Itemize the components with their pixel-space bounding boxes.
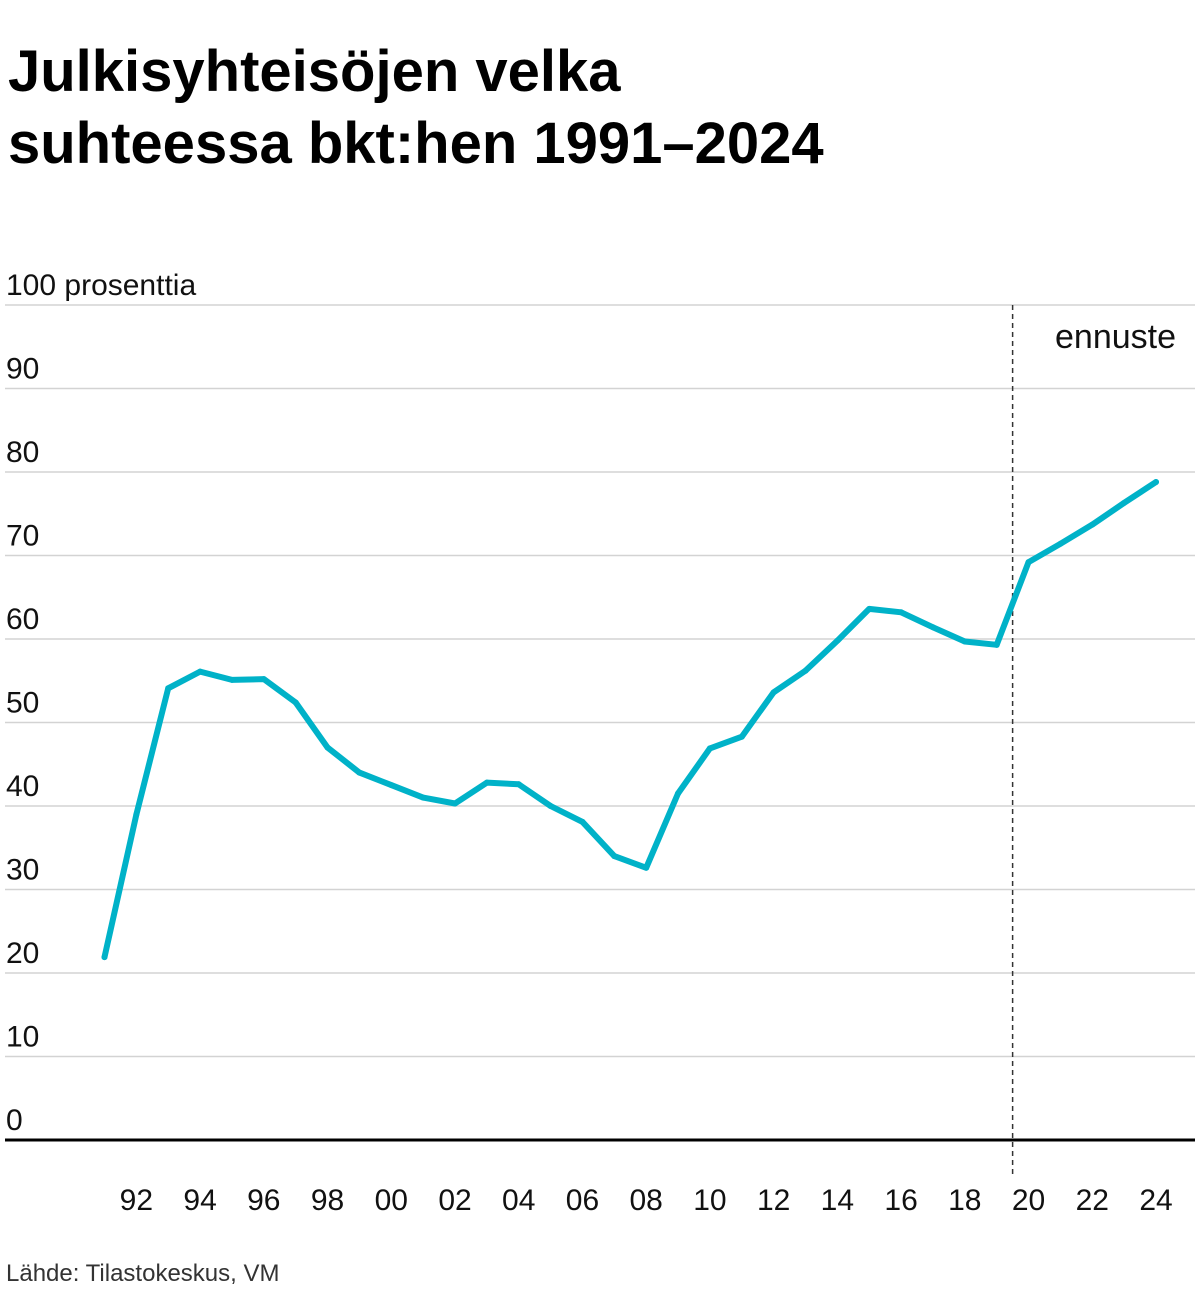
data-point-2009 — [675, 790, 682, 797]
data-point-2008 — [643, 864, 650, 871]
x-tick-label-98: 98 — [311, 1184, 344, 1217]
x-tick-label-10: 10 — [693, 1184, 726, 1217]
data-point-1995 — [228, 676, 235, 683]
data-point-2012 — [770, 689, 777, 696]
data-point-2013 — [802, 667, 809, 674]
data-point-2022 — [1089, 521, 1096, 528]
x-axis-tick-labels: 92 94 96 98 00 02 04 06 08 10 12 14 16 18 20 22 24 — [120, 1184, 1173, 1217]
x-tick-label-06: 06 — [566, 1184, 599, 1217]
data-point-2024 — [1153, 479, 1159, 486]
y-tick-label-90: 90 — [6, 353, 39, 386]
series-line-0 — [101, 479, 1159, 961]
data-point-1999 — [356, 769, 363, 776]
y-tick-label-10: 10 — [6, 1021, 39, 1054]
data-point-2015 — [866, 605, 873, 612]
x-tick-label-92: 92 — [120, 1184, 153, 1217]
data-point-1992 — [133, 811, 140, 818]
data-point-2003 — [483, 779, 490, 786]
forecast-divider: ennuste — [1011, 305, 1176, 1175]
data-point-1996 — [260, 676, 267, 683]
x-tick-label-04: 04 — [502, 1184, 535, 1217]
data-point-1993 — [165, 685, 172, 692]
data-point-2019 — [993, 641, 1000, 648]
x-tick-label-20: 20 — [1012, 1184, 1045, 1217]
data-point-2002 — [452, 800, 458, 807]
y-tick-label-70: 70 — [6, 520, 39, 553]
data-point-2020 — [1025, 559, 1032, 566]
x-tick-label-16: 16 — [884, 1184, 917, 1217]
x-tick-label-24: 24 — [1139, 1184, 1172, 1217]
source-note: Lähde: Tilastokeskus, VM — [6, 1260, 280, 1287]
data-point-2016 — [898, 609, 905, 616]
data-point-2018 — [961, 638, 968, 645]
data-point-2006 — [579, 818, 586, 825]
x-tick-label-08: 08 — [629, 1184, 662, 1217]
data-point-1991 — [101, 954, 108, 961]
data-point-2014 — [834, 637, 841, 644]
series-layer — [101, 479, 1159, 961]
data-point-2001 — [420, 794, 427, 801]
data-point-2010 — [706, 745, 713, 752]
data-point-2005 — [547, 803, 554, 809]
data-point-1998 — [324, 744, 331, 751]
x-tick-label-94: 94 — [183, 1184, 216, 1217]
data-point-2007 — [611, 853, 618, 860]
forecast-label: ennuste — [1055, 318, 1176, 356]
y-axis-tick-labels: 0 10 20 30 40 50 60 70 80 90 100 prosenttia — [6, 269, 196, 1137]
data-point-2017 — [929, 624, 936, 631]
data-point-1994 — [197, 668, 204, 675]
chart-title: Julkisyhteisöjen velka suhteessa bkt:hen… — [8, 36, 1188, 180]
data-point-2011 — [738, 733, 745, 740]
y-tick-label-30: 30 — [6, 854, 39, 887]
x-tick-label-12: 12 — [757, 1184, 790, 1217]
chart-title-line-1: Julkisyhteisöjen velka — [8, 39, 621, 104]
x-tick-label-02: 02 — [438, 1184, 471, 1217]
grid-lines — [5, 304, 1195, 1142]
y-tick-label-20: 20 — [6, 937, 39, 970]
data-point-2023 — [1121, 499, 1128, 506]
x-tick-label-22: 22 — [1076, 1184, 1109, 1217]
x-tick-label-14: 14 — [821, 1184, 854, 1217]
data-point-2000 — [388, 782, 395, 789]
chart-title-line-2: suhteessa bkt:hen 1991–2024 — [8, 111, 824, 176]
y-tick-label-60: 60 — [6, 603, 39, 636]
data-point-2004 — [515, 781, 522, 788]
x-tick-label-00: 00 — [375, 1184, 408, 1217]
y-tick-label-40: 40 — [6, 770, 39, 803]
data-point-1997 — [292, 699, 299, 706]
x-tick-label-96: 96 — [247, 1184, 280, 1217]
y-tick-label-80: 80 — [6, 436, 39, 469]
x-tick-label-18: 18 — [948, 1184, 981, 1217]
y-tick-label-100: 100 prosenttia — [6, 269, 196, 302]
y-tick-label-0: 0 — [6, 1104, 23, 1137]
data-point-2021 — [1057, 540, 1064, 547]
y-tick-label-50: 50 — [6, 687, 39, 720]
